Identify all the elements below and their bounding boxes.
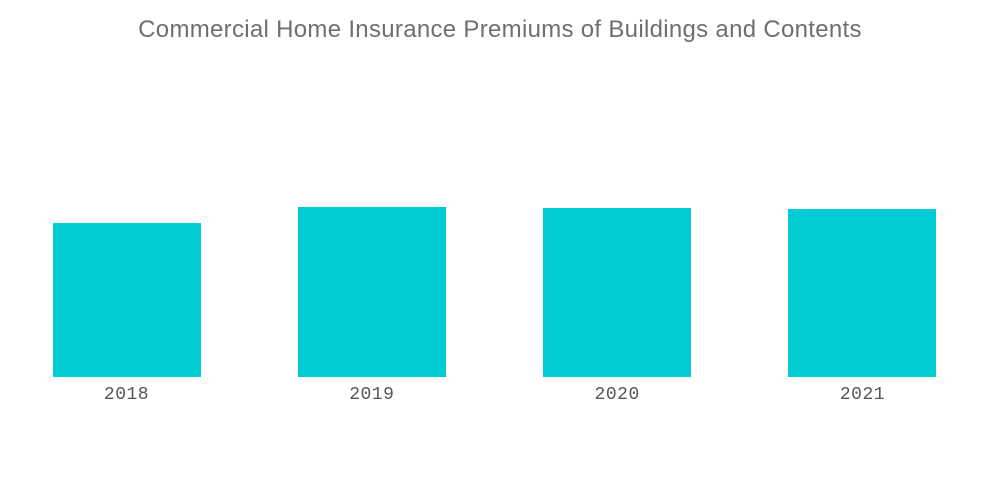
chart-title: Commercial Home Insurance Premiums of Bu… bbox=[138, 16, 862, 43]
bar-2019[interactable] bbox=[297, 207, 446, 377]
bar-2018[interactable] bbox=[52, 223, 201, 377]
x-tick-label: 2020 bbox=[594, 385, 640, 405]
x-tick-label: 2019 bbox=[349, 385, 395, 405]
x-tick-label: 2018 bbox=[103, 385, 150, 405]
bar-2021[interactable] bbox=[788, 209, 937, 377]
x-tick-label: 2021 bbox=[839, 385, 886, 405]
bar-2020[interactable] bbox=[543, 208, 692, 377]
